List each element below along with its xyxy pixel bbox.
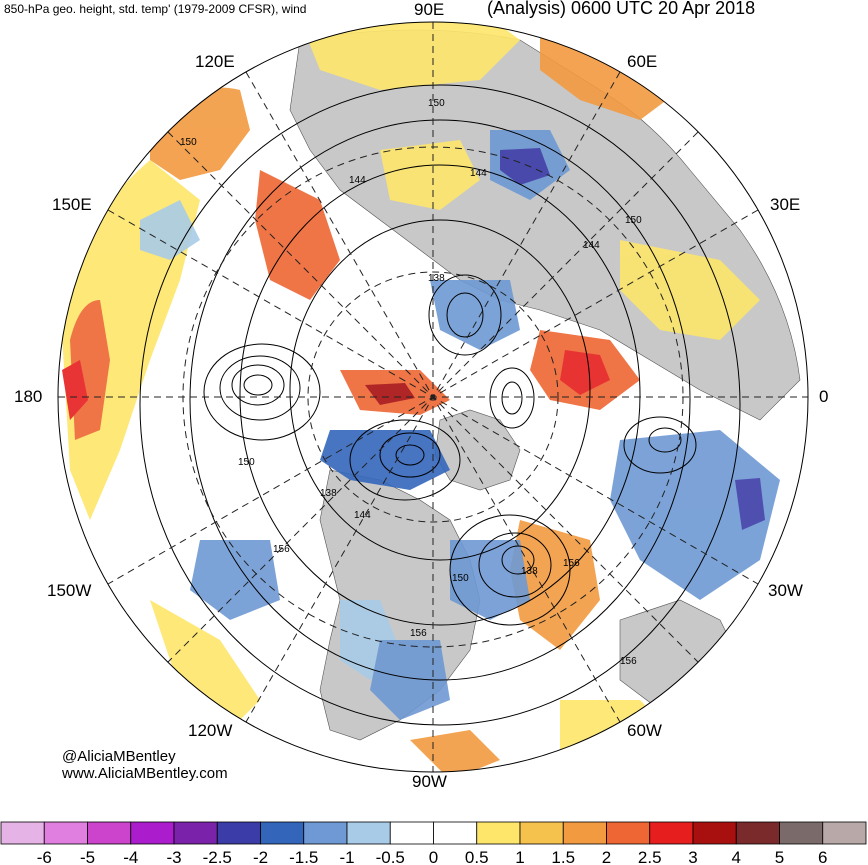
colorbar-tick-label: 4 [732, 848, 741, 865]
colorbar-tick-label: 1.5 [551, 848, 575, 865]
colorbar-swatch [389, 821, 434, 845]
colorbar-swatch [216, 821, 261, 845]
height-contours [139, 84, 741, 726]
colorbar-swatch [130, 821, 175, 845]
contour-label: 144 [349, 175, 366, 186]
colorbar-tick-label: 3 [688, 848, 697, 865]
colorbar-tick-label: -0.5 [376, 848, 405, 865]
colorbar-tick-label: -2.5 [203, 848, 232, 865]
colorbar-swatch [562, 821, 607, 845]
lon-label-90w: 90W [412, 772, 447, 791]
colorbar-swatch [87, 821, 132, 845]
colorbar-swatches [0, 821, 867, 845]
colorbar-swatch [649, 821, 694, 845]
contour-label-group: 150 150 144 144 150 144 138 150 138 144 … [180, 98, 642, 667]
credit-twitter: @AliciaMBentley [62, 748, 176, 765]
colorbar-tick-label: -3 [166, 848, 181, 865]
colorbar-tick-label: -5 [80, 848, 95, 865]
colorbar-swatch [519, 821, 564, 845]
colorbar-swatch [692, 821, 737, 845]
contour-label: 144 [470, 168, 487, 179]
colorbar-swatch [822, 821, 867, 845]
colorbar-swatch [303, 821, 348, 845]
colorbar-tick-label: 0.5 [465, 848, 489, 865]
colorbar-tick-label: 2.5 [638, 848, 662, 865]
lon-label-60e: 60E [627, 52, 658, 71]
map-valid-time: (Analysis) 0600 UTC 20 Apr 2018 [487, 0, 756, 18]
contour-label: 144 [583, 240, 600, 251]
colorbar-swatch [173, 821, 218, 845]
lon-label-60w: 60W [627, 721, 662, 740]
credit-website: www.AliciaMBentley.com [62, 765, 228, 782]
colorbar-swatch [0, 821, 45, 845]
colorbar: -6 -5 -4 -3 -2.5 -2 -1.5 -1 -0.5 0 0.5 1 1.5 2 2.5 3 4 5 6 [0, 821, 867, 865]
lon-label-90e: 90E [414, 0, 445, 19]
colorbar-swatch [779, 821, 824, 845]
contour-label: 150 [180, 137, 197, 148]
colorbar-swatch [735, 821, 780, 845]
colorbar-tick-label: 6 [818, 848, 827, 865]
colorbar-tick-label: 0 [429, 848, 438, 865]
contour-label: 156 [563, 558, 580, 569]
polar-map: 150 150 144 144 150 144 138 150 138 144 … [57, 21, 809, 773]
graticule [58, 22, 808, 772]
contour-label: 156 [273, 544, 290, 555]
colorbar-tick-label: -1.5 [289, 848, 318, 865]
contour-label: 156 [620, 656, 637, 667]
contour-label: 138 [320, 488, 337, 499]
contour-label: 150 [625, 215, 642, 226]
colorbar-ticks: -6 -5 -4 -3 -2.5 -2 -1.5 -1 -0.5 0 0.5 1 1.5 2 2.5 3 4 5 6 [37, 848, 828, 865]
colorbar-tick-label: 1 [515, 848, 524, 865]
colorbar-tick-label: 2 [602, 848, 611, 865]
lon-label-0: 0 [819, 387, 829, 406]
lon-label-150e: 150E [52, 195, 92, 214]
map-boundary [57, 21, 809, 773]
contour-label: 150 [452, 573, 469, 584]
map-title: 850-hPa geo. height, std. temp' (1979-20… [4, 2, 307, 16]
colorbar-swatch [260, 821, 305, 845]
cold-anomalies [140, 130, 780, 720]
lon-label-150w: 150W [47, 581, 92, 600]
colorbar-tick-label: -4 [123, 848, 138, 865]
colorbar-swatch [476, 821, 521, 845]
contour-label: 138 [428, 273, 445, 284]
colorbar-tick-label: 5 [775, 848, 784, 865]
contour-label: 144 [354, 510, 371, 521]
colorbar-swatch [346, 821, 391, 845]
contour-label: 150 [428, 98, 445, 109]
lon-label-180: 180 [14, 387, 43, 406]
colorbar-tick-label: -6 [37, 848, 52, 865]
colorbar-swatch [606, 821, 651, 845]
lon-label-120w: 120W [188, 721, 233, 740]
lon-label-120e: 120E [195, 52, 235, 71]
contour-label: 138 [521, 566, 538, 577]
contour-label: 156 [410, 628, 427, 639]
colorbar-tick-label: -1 [339, 848, 354, 865]
lon-label-30w: 30W [768, 581, 803, 600]
contour-label: 150 [238, 457, 255, 468]
colorbar-swatch [433, 821, 478, 845]
lon-label-30e: 30E [770, 195, 801, 214]
colorbar-tick-label: -2 [253, 848, 268, 865]
colorbar-swatch [43, 821, 88, 845]
